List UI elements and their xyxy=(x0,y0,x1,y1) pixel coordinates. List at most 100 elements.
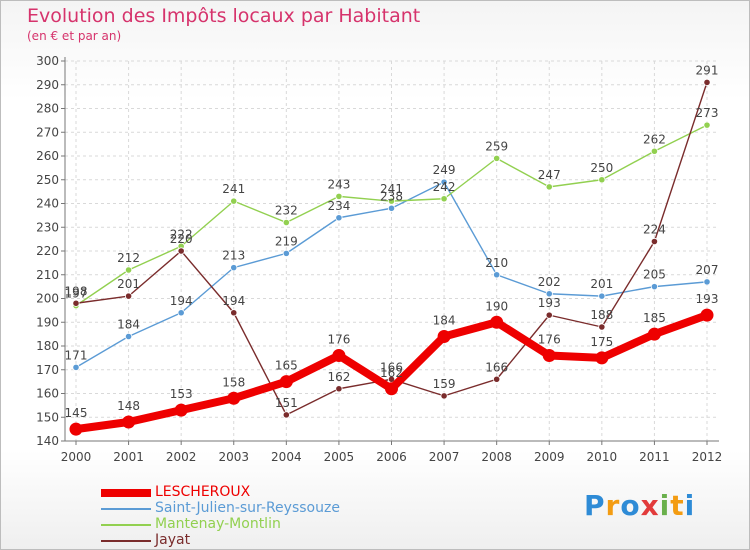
legend-swatch xyxy=(101,508,151,510)
y-tick-label: 290 xyxy=(36,78,59,92)
data-point-s0 xyxy=(122,415,136,429)
data-label-s1: 207 xyxy=(696,263,719,277)
data-label-s0: 176 xyxy=(327,333,350,347)
data-point-s0 xyxy=(700,308,714,322)
data-label-s1: 205 xyxy=(643,268,666,282)
data-label-s1: 194 xyxy=(170,294,193,308)
data-point-s2 xyxy=(703,121,711,129)
data-label-s0: 148 xyxy=(117,399,140,413)
data-point-s2 xyxy=(493,154,501,162)
data-label-s3: 201 xyxy=(117,277,140,291)
x-tick-label: 2011 xyxy=(639,450,670,464)
logo-letter: i xyxy=(684,489,696,522)
data-label-s2: 242 xyxy=(433,180,456,194)
data-label-s0: 190 xyxy=(485,299,508,313)
data-point-s3 xyxy=(598,323,606,331)
data-label-s3: 166 xyxy=(380,360,403,374)
x-tick-label: 2008 xyxy=(481,450,512,464)
x-tick-label: 2004 xyxy=(271,450,302,464)
data-label-s3: 224 xyxy=(643,223,666,237)
y-tick-label: 180 xyxy=(36,339,59,353)
x-tick-label: 2010 xyxy=(587,450,618,464)
x-tick-label: 2009 xyxy=(534,450,565,464)
data-label-s2: 241 xyxy=(222,182,245,196)
data-point-s1 xyxy=(124,332,133,341)
data-label-s2: 197 xyxy=(65,287,88,301)
data-label-s1: 234 xyxy=(327,199,350,213)
line-chart: 140 150 160 170 180 190 200 210 220 230 240 250 260 2… xyxy=(36,54,723,464)
legend-label: Saint-Julien-sur-Reyssouze xyxy=(155,500,340,516)
data-label-s2: 212 xyxy=(117,251,140,265)
data-point-s0 xyxy=(174,403,188,417)
x-tick-label: 2001 xyxy=(113,450,144,464)
x-tick-label: 2000 xyxy=(61,450,92,464)
legend-label: Mantenay-Montlin xyxy=(155,516,281,532)
chart-title: Evolution des Impôts locaux par Habitant xyxy=(27,5,421,27)
data-label-s3: 194 xyxy=(222,294,245,308)
data-point-s1 xyxy=(282,249,290,257)
proxiti-logo: Proxiti xyxy=(584,489,695,522)
data-point-s2 xyxy=(598,176,606,184)
y-tick-label: 300 xyxy=(36,54,59,68)
data-point-s1 xyxy=(177,309,185,317)
data-point-s0 xyxy=(437,330,451,343)
chart-subtitle: (en € et par an) xyxy=(27,29,122,43)
logo-letter: t xyxy=(670,489,685,522)
data-label-s0: 158 xyxy=(222,375,245,389)
data-point-s2 xyxy=(650,147,659,155)
legend-label: Jayat xyxy=(155,532,191,548)
data-point-s3 xyxy=(177,247,185,255)
y-tick-label: 140 xyxy=(36,434,59,448)
data-point-s3 xyxy=(650,237,659,246)
x-axis-ticks: 2000 2001 2002 2003 2004 2005 2006 2007 2008 2009… xyxy=(61,441,723,464)
data-label-s1: 202 xyxy=(538,275,561,289)
data-point-s1 xyxy=(703,278,711,286)
data-point-s3 xyxy=(335,385,343,393)
data-point-s0 xyxy=(490,315,504,329)
data-point-s1 xyxy=(493,271,501,279)
data-point-s0 xyxy=(227,391,241,405)
data-label-s0: 184 xyxy=(433,314,456,328)
data-point-s1 xyxy=(440,178,448,186)
data-point-s1 xyxy=(387,204,396,212)
data-point-s2 xyxy=(440,195,448,203)
data-label-s1: 171 xyxy=(65,348,88,362)
data-point-s2 xyxy=(124,266,133,274)
data-label-s3: 166 xyxy=(485,360,508,374)
data-point-s2 xyxy=(387,197,396,205)
x-tick-label: 2012 xyxy=(692,450,723,464)
logo-letter: o xyxy=(620,489,641,522)
data-point-s1 xyxy=(650,283,659,291)
data-label-s0: 185 xyxy=(643,311,666,325)
data-label-s2: 243 xyxy=(327,177,350,191)
data-point-s0 xyxy=(279,375,293,389)
legend-label: LESCHEROUX xyxy=(155,484,251,500)
data-label-s0: 193 xyxy=(696,292,719,306)
series-group xyxy=(69,78,714,436)
x-tick-label: 2005 xyxy=(324,450,355,464)
data-point-s2 xyxy=(335,192,343,200)
data-label-s2: 259 xyxy=(485,139,508,153)
y-tick-label: 160 xyxy=(36,387,59,401)
data-label-s1: 249 xyxy=(433,163,456,177)
y-tick-label: 190 xyxy=(36,315,59,329)
data-label-s1: 219 xyxy=(275,234,298,248)
logo-letter: x xyxy=(640,489,660,522)
data-point-s3 xyxy=(545,311,553,319)
data-point-s3 xyxy=(703,78,711,86)
y-tick-label: 250 xyxy=(36,173,59,187)
y-tick-label: 170 xyxy=(36,363,59,377)
data-label-s1: 201 xyxy=(590,277,613,291)
data-point-s0 xyxy=(385,382,398,396)
y-tick-label: 280 xyxy=(36,102,59,116)
x-tick-label: 2006 xyxy=(376,450,407,464)
data-label-s1: 213 xyxy=(222,249,245,263)
y-tick-label: 230 xyxy=(36,220,59,234)
y-tick-label: 210 xyxy=(36,268,59,282)
y-tick-label: 150 xyxy=(36,410,59,424)
data-label-s2: 250 xyxy=(590,161,613,175)
data-point-s1 xyxy=(598,292,606,300)
data-point-s3 xyxy=(124,292,133,300)
logo-letter: i xyxy=(659,489,671,522)
